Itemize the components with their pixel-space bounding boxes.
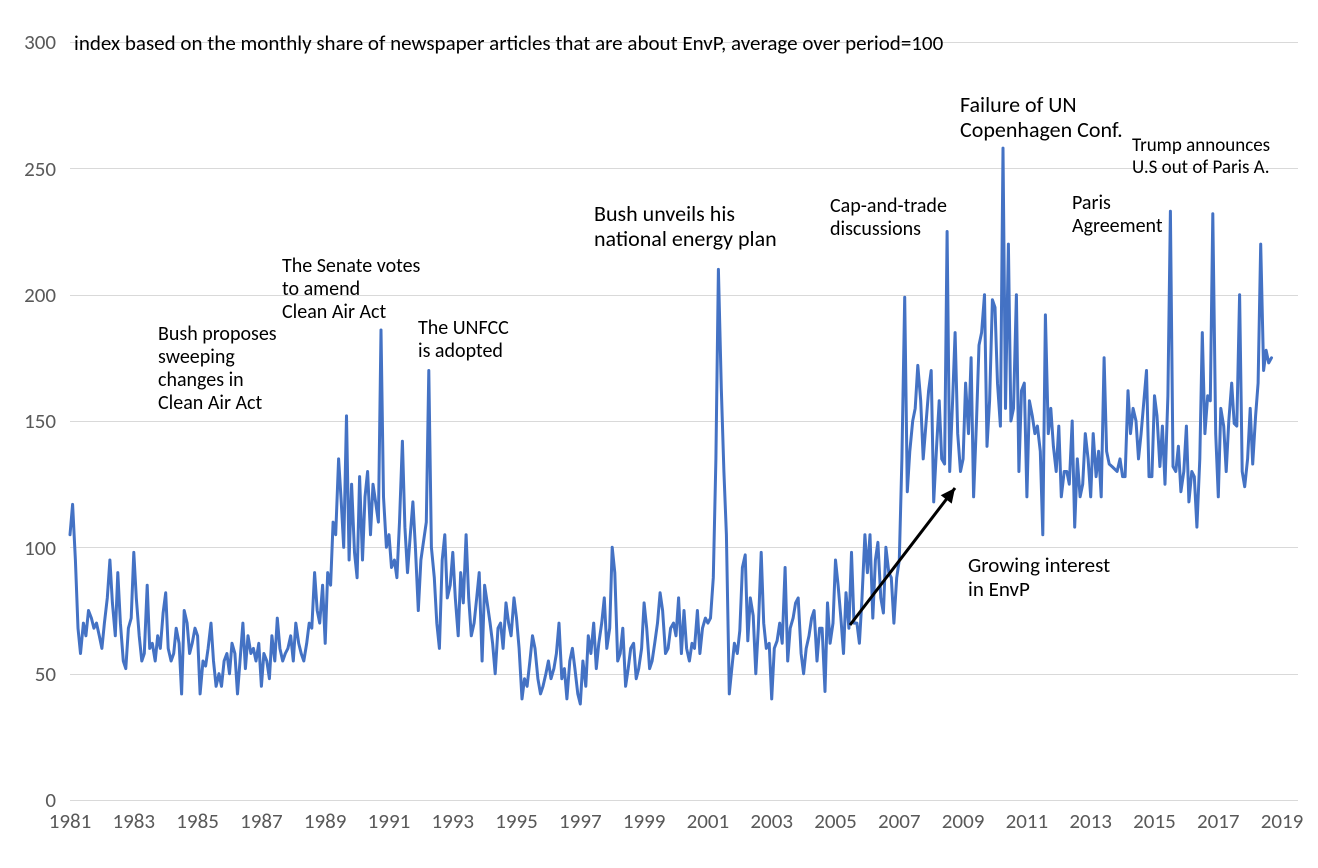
annotation-bush-energy: Bush unveils his national energy plan bbox=[594, 201, 777, 252]
arrow-head bbox=[941, 488, 955, 504]
chart-container: 050100150200250300 198119831985198719891… bbox=[0, 0, 1318, 868]
annotation-unfcc: The UNFCC is adopted bbox=[418, 317, 509, 363]
annotation-paris-agreement: Paris Agreement bbox=[1072, 192, 1163, 238]
annotation-bush-clean-air: Bush proposes sweeping changes in Clean … bbox=[158, 323, 277, 415]
annotation-cap-trade: Cap-and-trade discussions bbox=[830, 195, 947, 241]
annotation-trump-paris: Trump announces U.S out of Paris A. bbox=[1132, 135, 1270, 179]
annotation-copenhagen: Failure of UN Copenhagen Conf. bbox=[960, 92, 1123, 143]
annotation-senate-clean-air: The Senate votes to amend Clean Air Act bbox=[282, 255, 420, 324]
annotation-growing-interest: Growing interest in EnvP bbox=[968, 553, 1110, 601]
